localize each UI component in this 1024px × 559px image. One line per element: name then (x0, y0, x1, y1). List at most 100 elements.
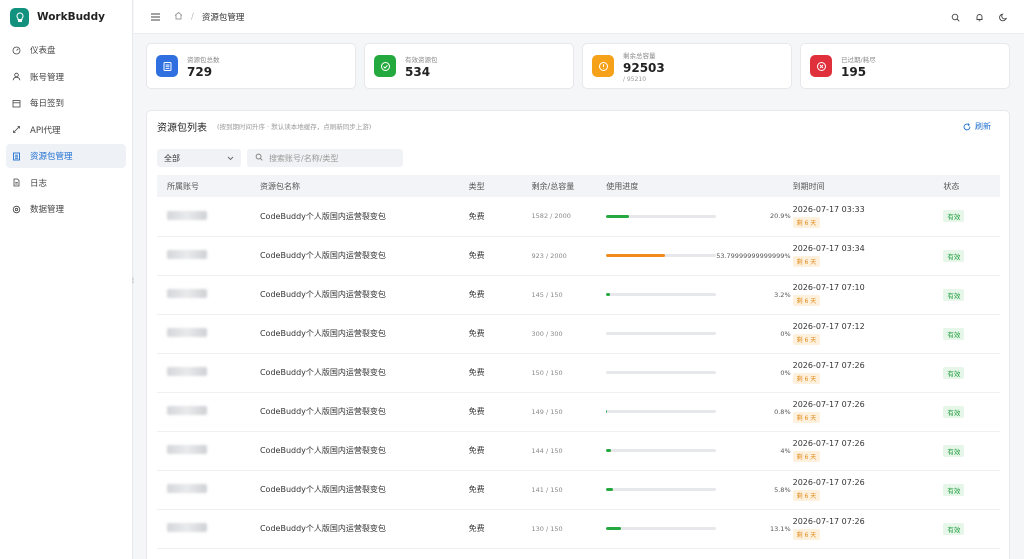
days-left-badge: 剩 6 天 (792, 216, 821, 228)
status-badge: 有效 (943, 522, 965, 535)
home-icon[interactable] (174, 11, 183, 23)
type-select-value: 全部 (164, 153, 180, 163)
stat-label: 资源包总数 (187, 55, 220, 64)
table-header-cell: 状态 (943, 181, 960, 191)
status-badge: 有效 (943, 210, 965, 223)
stat-card: 资源包总数 729 (146, 43, 356, 89)
expire-time: 2026-07-17 07:12 (792, 322, 865, 331)
sidebar-item[interactable]: API代理 (6, 118, 126, 142)
pack-remaining: 923 / 2000 (531, 236, 607, 276)
sidebar-item-label: 日志 (30, 178, 48, 189)
stat-value: 534 (405, 64, 431, 79)
table-header-cell: 使用进度 (606, 181, 639, 191)
days-left-badge: 剩 6 天 (792, 451, 821, 462)
pack-type: 免费 (468, 392, 532, 432)
redacted-account (167, 210, 207, 220)
brand[interactable]: WorkBuddy (0, 0, 132, 34)
days-left-badge: 剩 6 天 (792, 529, 821, 540)
pack-name: CodeBuddy个人版国内运营裂变包 (259, 431, 469, 471)
usage-progress-bar (606, 410, 717, 413)
expire-time: 2026-07-17 07:26 (792, 400, 865, 409)
table-row[interactable]: CodeBuddy个人版国内运营裂变包 免费 141 / 150 5.8% 2026-0… (157, 470, 1000, 510)
sidebar-item[interactable]: 每日签到 (6, 91, 126, 115)
table-header-cell: 到期时间 (792, 181, 825, 191)
sidebar-item[interactable]: 日志 (6, 171, 126, 195)
stat-value: 195 (841, 64, 867, 79)
expire-time: 2026-07-17 07:26 (792, 478, 865, 487)
pack-type: 免费 (468, 470, 532, 510)
stat-label: 有效资源包 (405, 55, 438, 64)
redacted-account (167, 328, 207, 337)
stat-card: 有效资源包 534 (364, 43, 574, 89)
pack-name: CodeBuddy个人版国内运营裂变包 (259, 197, 469, 237)
link-icon (12, 125, 21, 134)
sidebar: WorkBuddy 仪表盘账号管理 每日签到 API代理 资源包管理日志数据管理 (0, 0, 133, 559)
bell-icon[interactable] (974, 12, 984, 22)
pack-remaining: 150 / 150 (531, 353, 607, 393)
pack-type: 免费 (468, 197, 532, 237)
pack-name: CodeBuddy个人版国内运营裂变包 (259, 509, 469, 549)
pack-name: CodeBuddy个人版国内运营裂变包 (259, 470, 469, 510)
type-select[interactable]: 全部 (157, 149, 241, 167)
document-icon (12, 152, 21, 161)
sidebar-item[interactable]: 资源包管理 (6, 144, 126, 168)
moon-icon[interactable] (998, 12, 1008, 22)
usage-progress-fill (606, 527, 621, 530)
table-row[interactable]: CodeBuddy个人版国内运营裂变包 免费 144 / 150 4% 2026-07-… (157, 431, 1000, 471)
table-row[interactable]: CodeBuddy个人版国内运营裂变包 免费 150 / 150 0% 2026-07-… (157, 353, 1000, 393)
table-row[interactable]: CodeBuddy个人版国内运营裂变包 免费 923 / 2000 53.799999… (157, 236, 1000, 276)
search-box[interactable] (247, 149, 403, 167)
pack-remaining: 141 / 150 (531, 470, 607, 510)
sidebar-item[interactable]: 仪表盘 (6, 38, 126, 62)
pack-name: CodeBuddy个人版国内运营裂变包 (259, 392, 469, 432)
usage-progress-bar (606, 449, 717, 452)
expire-time: 2026-07-17 07:26 (792, 439, 865, 448)
redacted-account (167, 250, 207, 259)
redacted-account (167, 445, 207, 454)
status-badge: 有效 (943, 366, 965, 379)
status-badge: 有效 (943, 483, 965, 496)
refresh-button[interactable]: 刷新 (963, 121, 991, 132)
stat-value: 92503 (623, 60, 665, 75)
days-left-badge: 剩 6 天 (792, 490, 821, 501)
x-circle-icon (810, 55, 832, 77)
document-icon (156, 55, 178, 77)
usage-progress-bar (606, 293, 717, 296)
redacted-account (167, 367, 207, 376)
stats-row: 资源包总数 729 有效资源包 534 剩余总容量 92503/ 95210 已过期/耗尽 1… (146, 43, 1010, 89)
usage-progress-bar (606, 215, 717, 218)
usage-percent: 53.79999999999999% (716, 251, 791, 260)
panel-header: 资源包列表 (按到期时间升序 · 默认读本地缓存，点刷新同步上游) (147, 111, 1009, 141)
usage-progress-bar (606, 254, 717, 257)
usage-percent: 3.2% (774, 290, 791, 299)
redacted-account (167, 289, 207, 298)
pack-remaining: 1582 / 2000 (531, 197, 607, 237)
search-icon[interactable] (950, 12, 960, 22)
stat-card: 已过期/耗尽 195 (800, 43, 1010, 89)
table-header-row: 所属账号 资源包名称 类型 剩余/总容量 使用进度 到期时间 状态 (157, 175, 1000, 197)
sidebar-item[interactable]: 数据管理 (6, 197, 126, 221)
expire-time: 2026-07-17 03:34 (792, 244, 865, 253)
search-input[interactable] (269, 153, 399, 163)
table-header-cell: 剩余/总容量 (531, 181, 575, 191)
table-row[interactable]: CodeBuddy个人版国内运营裂变包 免费 130 / 150 13.1% 2026-… (157, 509, 1000, 549)
usage-percent: 0% (780, 329, 791, 338)
status-badge: 有效 (943, 405, 965, 418)
menu-icon[interactable] (150, 12, 160, 22)
alert-circle-icon (592, 55, 614, 77)
usage-progress-fill (606, 449, 611, 452)
table-row[interactable]: CodeBuddy个人版国内运营裂变包 免费 149 / 150 0.8% 2026-0… (157, 392, 1000, 432)
table-row[interactable]: CodeBuddy个人版国内运营裂变包 免费 1582 / 2000 20.9% 202… (157, 197, 1000, 237)
usage-progress-bar (606, 332, 717, 335)
panel-title: 资源包列表 (157, 122, 207, 134)
table-row[interactable]: CodeBuddy个人版国内运营裂变包 免费 300 / 300 0% 2026-07-… (157, 314, 1000, 354)
sidebar-collapse-handle[interactable]: ⁞ (131, 276, 135, 285)
table-row[interactable]: CodeBuddy个人版国内运营裂变包 免费 145 / 150 3.2% 2026-0… (157, 275, 1000, 315)
expire-time: 2026-07-17 03:33 (792, 204, 865, 214)
pack-type: 免费 (468, 509, 532, 549)
database-icon (12, 205, 21, 214)
days-left-badge: 剩 6 天 (792, 412, 821, 423)
stat-label: 已过期/耗尽 (841, 55, 876, 64)
sidebar-item[interactable]: 账号管理 (6, 65, 126, 89)
days-left-badge: 剩 6 天 (792, 256, 821, 267)
